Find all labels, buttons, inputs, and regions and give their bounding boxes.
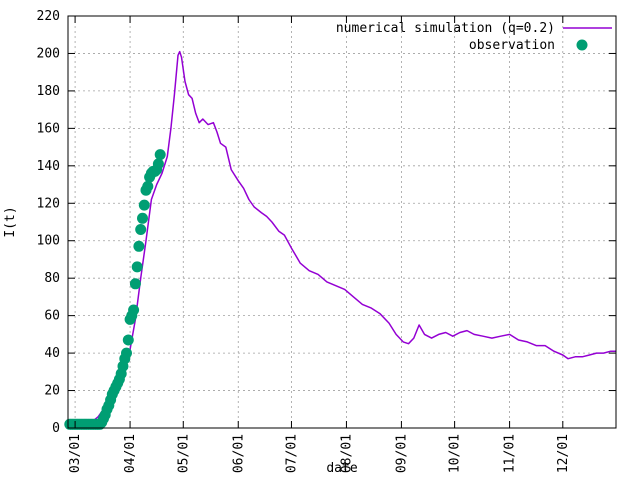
x-tick-label: 12/01: [556, 434, 571, 473]
observation-point: [137, 212, 148, 224]
legend: numerical simulation (q=0.2) observation: [336, 21, 612, 53]
observation-point: [135, 224, 147, 235]
y-tick-label: 20: [44, 384, 60, 399]
x-tick-label: 09/01: [394, 434, 409, 473]
legend-swatch-observation: [576, 39, 588, 51]
x-tick-label: 04/01: [123, 434, 138, 473]
x-tick-label: 03/01: [68, 434, 83, 473]
y-tick-label: 140: [37, 159, 60, 174]
y-tick-label: 60: [44, 309, 60, 324]
observation-point: [152, 158, 164, 170]
plot-frame: [67, 15, 617, 429]
y-tick-label: 200: [37, 46, 60, 61]
y-tick-label: 0: [52, 421, 60, 436]
x-tick-label: 07/01: [284, 434, 299, 473]
x-tick-label: 11/01: [503, 434, 518, 473]
x-axis-label: date: [326, 461, 357, 476]
x-tick-label: 08/01: [339, 434, 354, 473]
observation-point: [138, 199, 150, 211]
y-tick-label: 100: [37, 234, 60, 249]
observation-point: [128, 304, 140, 316]
x-tick-label: 05/01: [176, 434, 191, 473]
observation-point: [129, 278, 141, 290]
simulation-line: [68, 50, 616, 426]
legend-label-simulation: numerical simulation (q=0.2): [336, 21, 555, 36]
y-tick-label: 160: [37, 121, 60, 136]
y-tick-label: 80: [44, 271, 60, 286]
observation-point: [121, 347, 132, 359]
x-tick-label: 06/01: [231, 434, 246, 473]
observation-point: [142, 180, 154, 192]
observation-point: [131, 261, 143, 273]
axis-ticks: 0 20 40 60 80 100 120 140 160 180 200 220 03/01 04/01…: [37, 9, 616, 473]
y-tick-label: 180: [37, 84, 60, 99]
y-tick-label: 120: [37, 196, 60, 211]
legend-label-observation: observation: [469, 38, 555, 53]
x-tick-label: 10/01: [448, 434, 463, 473]
observation-point: [122, 334, 134, 346]
y-tick-label: 220: [37, 9, 60, 24]
grid-lines: [68, 16, 616, 428]
y-axis-label: I(t): [3, 206, 18, 237]
plot-series: [64, 50, 616, 430]
observation-point: [154, 149, 166, 161]
y-tick-label: 40: [44, 346, 60, 361]
observation-point: [133, 240, 145, 252]
